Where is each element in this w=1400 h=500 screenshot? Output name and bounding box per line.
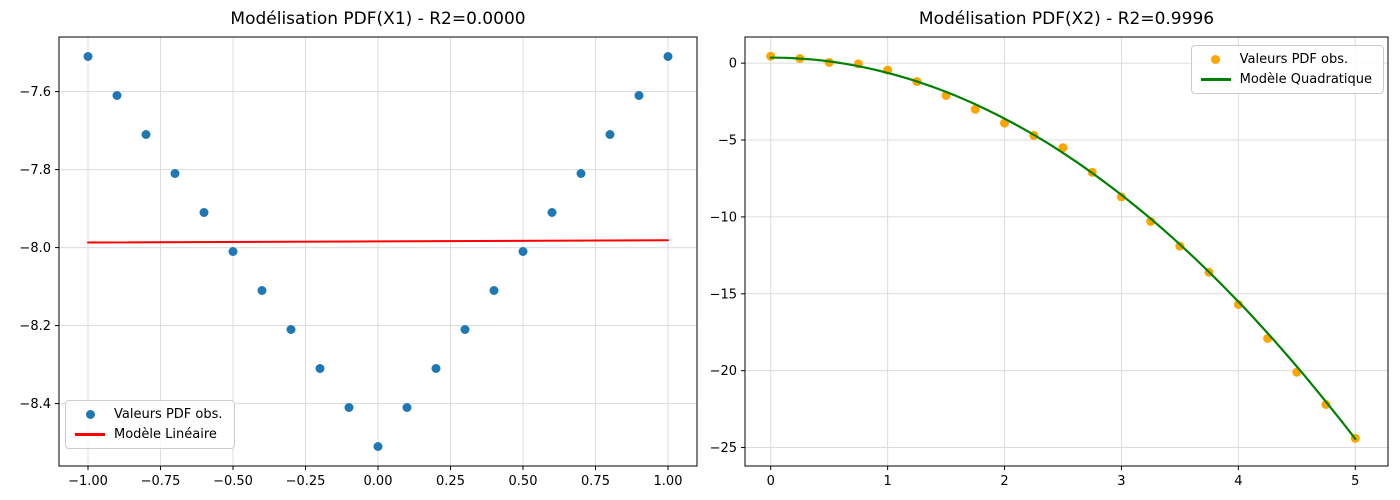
chart-title-x1: Modélisation PDF(X1) - R2=0.0000 [230,9,526,29]
y-tick-label: −25 [710,441,737,456]
scatter-point [970,104,980,114]
scatter-point [257,286,267,295]
legend-x2: Valeurs PDF obs. Modèle Quadratique [1190,45,1384,94]
legend-item: Valeurs PDF obs. [75,407,223,422]
scatter-point [228,247,238,256]
legend-x1: Valeurs PDF obs. Modèle Linéaire [65,400,235,449]
scatter-point [663,52,673,61]
x-tick-label: −1.00 [68,474,108,489]
scatter-marker-icon [1211,55,1221,64]
scatter-point [112,91,122,100]
scatter-point [315,364,325,373]
x-tick-label: 4 [1234,474,1242,489]
y-tick-label: −8.4 [19,397,51,412]
line-swatch-holder [1200,78,1231,81]
y-tick-label: −8.2 [19,319,51,334]
scatter-point [634,91,644,100]
y-tick-label: −8.0 [19,241,51,256]
x-tick-label: −0.25 [286,474,326,489]
model-line [87,239,669,244]
legend-label: Modèle Quadratique [1239,72,1372,87]
scatter-point [402,403,412,412]
scatter-point [489,286,499,295]
scatter-point [431,364,441,373]
x-tick-label: 0.00 [364,474,393,489]
scatter-point [1058,143,1068,153]
scatter-point [286,325,296,334]
plot-background [745,37,1388,466]
y-tick-label: −10 [710,210,737,225]
legend-label: Valeurs PDF obs. [1239,52,1349,67]
y-tick-label: −7.6 [19,85,51,100]
x-tick-label: 3 [1117,474,1125,489]
scatter-point [605,130,615,139]
scatter-point [766,51,776,61]
scatter-point [83,52,93,61]
scatter-point [547,208,557,217]
scatter-marker-icon [85,410,95,419]
scatter-point [199,208,209,217]
y-tick-label: −5 [718,134,737,149]
y-tick-label: −15 [710,287,737,302]
x-tick-label: 5 [1351,474,1359,489]
x-tick-label: 0.25 [436,474,465,489]
line-marker-icon [1200,78,1231,81]
legend-item: Modèle Linéaire [75,427,223,442]
scatter-point [576,169,586,178]
scatter-point [141,130,151,139]
scatter-point [373,442,383,451]
scatter-point [1321,400,1331,409]
x-tick-label: 2 [1000,474,1008,489]
scatter-point [1233,300,1243,309]
scatter-point [518,247,528,256]
scatter-swatch-holder [75,410,105,419]
x-tick-label: 0 [767,474,775,489]
model-curve [769,56,1357,440]
scatter-swatch-holder [1201,55,1231,64]
x-tick-label: −0.50 [213,474,253,489]
x-tick-label: 0.50 [509,474,538,489]
line-marker-icon [75,433,105,436]
y-tick-label: −7.8 [19,163,51,178]
x-tick-label: 1 [883,474,891,489]
x-tick-label: −0.75 [141,474,181,489]
y-tick-label: −20 [710,364,737,379]
scatter-point [1116,192,1126,202]
legend-label: Modèle Linéaire [114,427,217,442]
legend-item: Valeurs PDF obs. [1201,52,1372,67]
legend-label: Valeurs PDF obs. [114,407,223,422]
x-tick-label: 0.75 [581,474,610,489]
plot-border [744,36,1389,467]
scatter-point [344,403,354,412]
scatter-point [170,169,180,178]
scatter-point [460,325,470,334]
y-tick-label: 0 [729,57,737,72]
chart-title-x2: Modélisation PDF(X2) - R2=0.9996 [918,9,1215,29]
legend-item: Modèle Quadratique [1200,72,1372,87]
x-tick-label: 1.00 [654,474,683,489]
line-swatch-holder [75,433,105,436]
